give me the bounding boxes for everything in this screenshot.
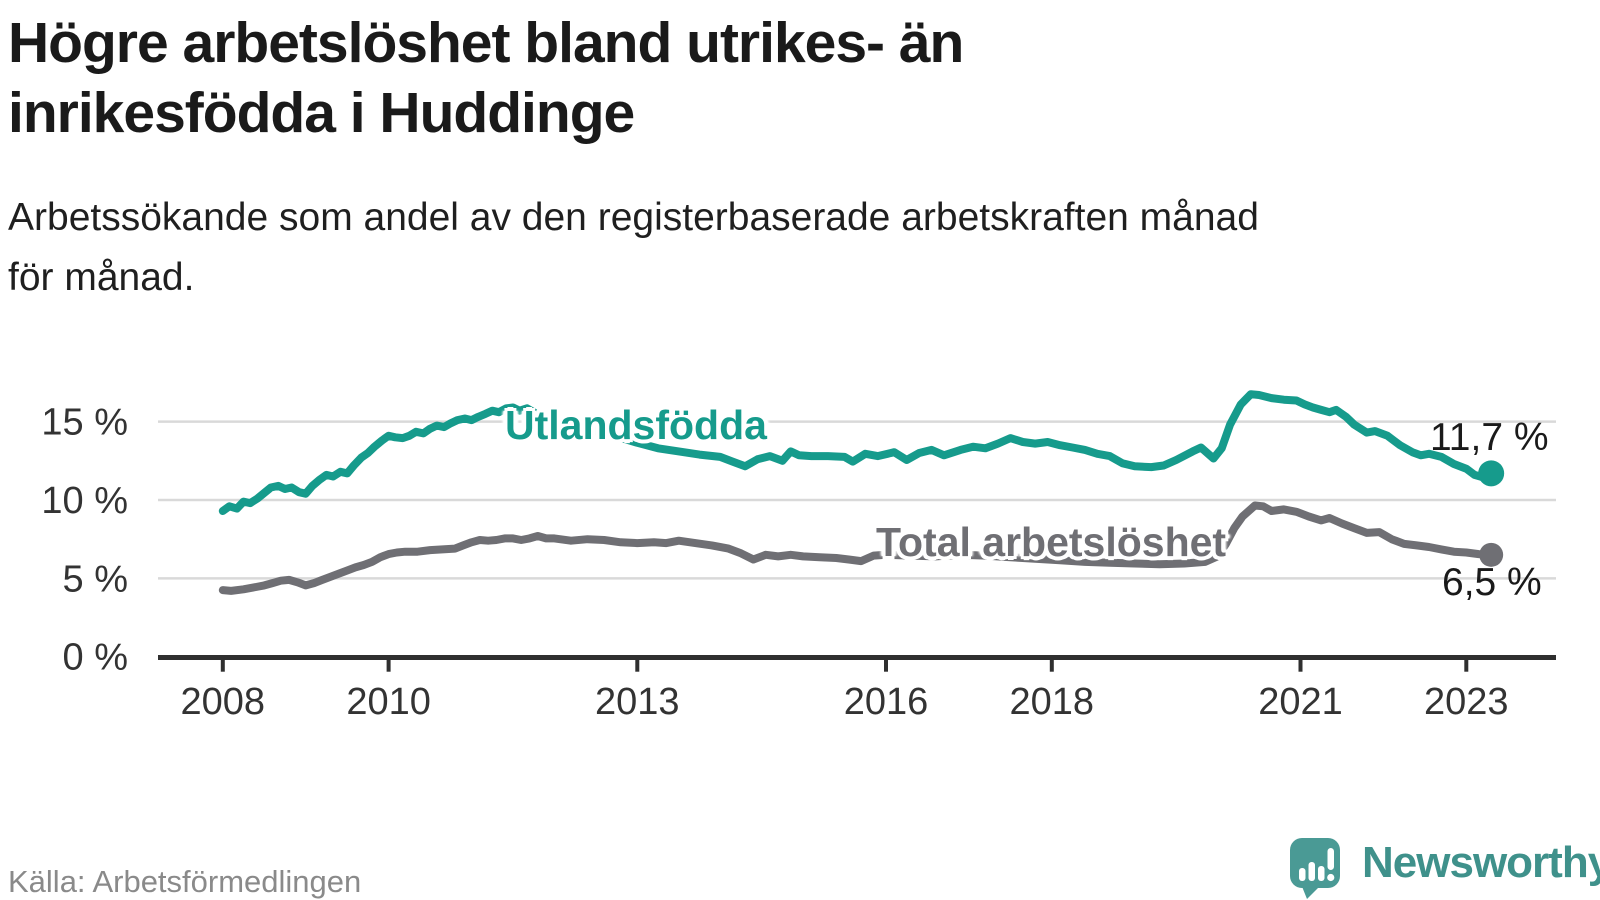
y-axis-tick-label: 15 % xyxy=(41,402,128,444)
end-value-label-utlandsfodda: 11,7 % xyxy=(1430,416,1549,459)
source-note: Källa: Arbetsförmedlingen xyxy=(8,864,362,899)
page-title: Högre arbetslöshet bland utrikes- än inr… xyxy=(8,8,1568,148)
x-axis-tick-label: 2023 xyxy=(1424,681,1509,723)
series-end-dot-0 xyxy=(1478,460,1505,487)
x-axis-tick-label: 2010 xyxy=(346,681,431,723)
page-title-line2: inrikesfödda i Huddinge xyxy=(8,81,635,145)
page-title-line1: Högre arbetslöshet bland utrikes- än xyxy=(8,11,964,75)
x-axis-tick-label: 2016 xyxy=(844,681,929,723)
y-axis-tick-label: 0 % xyxy=(63,637,128,679)
end-value-label-total: 6,5 % xyxy=(1442,561,1542,604)
x-axis-tick-label: 2021 xyxy=(1258,681,1343,723)
page-subtitle-line2: för månad. xyxy=(8,256,195,299)
page-subtitle-line1: Arbetssökande som andel av den registerb… xyxy=(8,196,1259,239)
brand-name: Newsworthy xyxy=(1362,838,1600,887)
series-line-1 xyxy=(218,501,1496,595)
x-axis-tick-label: 2018 xyxy=(1010,681,1095,723)
series-label-total-arbetsloshet: Total arbetslöshet xyxy=(876,519,1227,565)
series-line-0 xyxy=(218,390,1496,515)
y-axis-tick-label: 10 % xyxy=(41,480,128,522)
series-label-utlandsfodda: Utlandsfödda xyxy=(505,402,767,448)
y-axis-tick-label: 5 % xyxy=(63,558,128,600)
page-subtitle: Arbetssökande som andel av den registerb… xyxy=(8,188,1568,308)
series-end-dot-1 xyxy=(1479,542,1504,567)
x-axis-tick-label: 2008 xyxy=(181,681,266,723)
newsworthy-logo-icon xyxy=(1290,838,1340,899)
x-axis-tick-label: 2013 xyxy=(595,681,680,723)
newsworthy-brand: Newsworthy xyxy=(1288,836,1600,900)
